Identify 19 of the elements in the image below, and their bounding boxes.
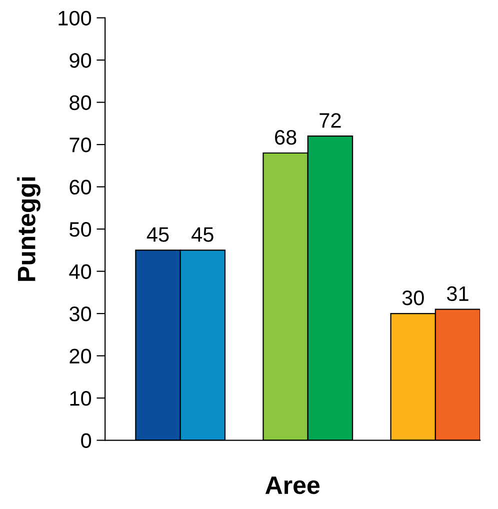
y-tick-label: 80 [70,95,92,110]
y-tick-label: 60 [70,180,92,195]
y-tick-label: 10 [70,391,92,406]
data-label: 72 [320,113,341,128]
y-tick-label: 70 [70,138,92,152]
y-tick-label: 100 [58,10,92,26]
data-label: 31 [446,286,468,302]
y-tick-label: 0 [81,433,92,448]
data-label: 45 [146,227,169,242]
y-tick-label: 90 [70,53,92,68]
y-axis-title: Punteggi [17,177,40,281]
y-tick-label: 50 [70,222,92,237]
data-label: 30 [402,290,424,306]
y-tick-label: 20 [70,348,92,364]
y-tick-label: 40 [69,264,92,280]
x-axis-title: Aree [265,476,320,494]
y-tick-label: 30 [70,306,92,322]
data-label: 68 [275,130,296,145]
data-label: 45 [192,227,214,242]
